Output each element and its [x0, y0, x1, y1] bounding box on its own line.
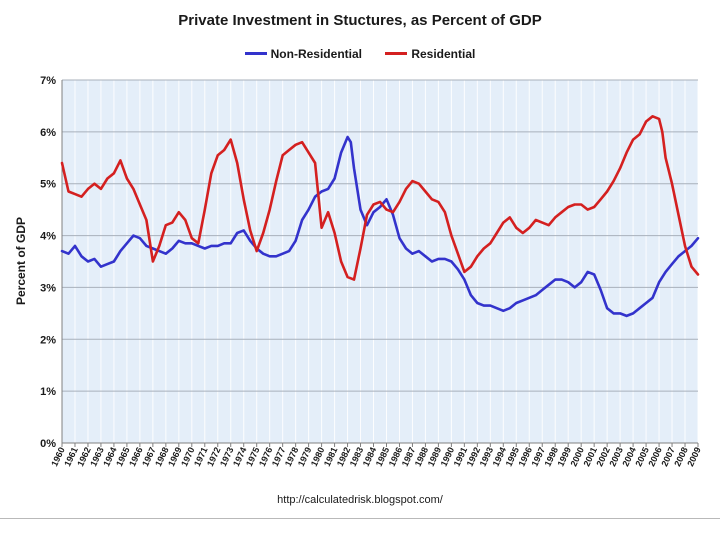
legend-entry-residential: Residential	[385, 47, 475, 61]
legend-swatch-residential	[385, 52, 408, 55]
y-tick-label: 0%	[40, 438, 56, 450]
plot-background	[62, 80, 698, 443]
y-tick-label: 4%	[40, 231, 56, 243]
y-tick-label: 5%	[40, 179, 56, 191]
y-tick-label: 1%	[40, 386, 56, 398]
y-tick-label: 3%	[40, 282, 56, 294]
legend: Non-Residential Residential	[0, 44, 720, 61]
source-note: http://calculatedrisk.blogspot.com/	[277, 494, 443, 506]
series-line-non-residential	[60, 135, 700, 318]
y-tick-label: 6%	[40, 127, 56, 139]
legend-label-residential: Residential	[411, 46, 476, 61]
legend-label-non-residential: Non-Residential	[270, 46, 362, 61]
legend-swatch-non-residential	[244, 52, 267, 55]
chart-title: Private Investment in Stuctures, as Perc…	[178, 12, 542, 29]
legend-entry-non-residential: Non-Residential	[244, 46, 362, 61]
y-tick-label: 7%	[40, 75, 56, 87]
plot-area: 0%1%2%3%4%5%6%7%196019611962196319641965…	[40, 75, 703, 468]
y-tick-label: 2%	[40, 334, 56, 346]
series-line-residential	[60, 115, 700, 281]
bottom-rule	[0, 518, 720, 519]
